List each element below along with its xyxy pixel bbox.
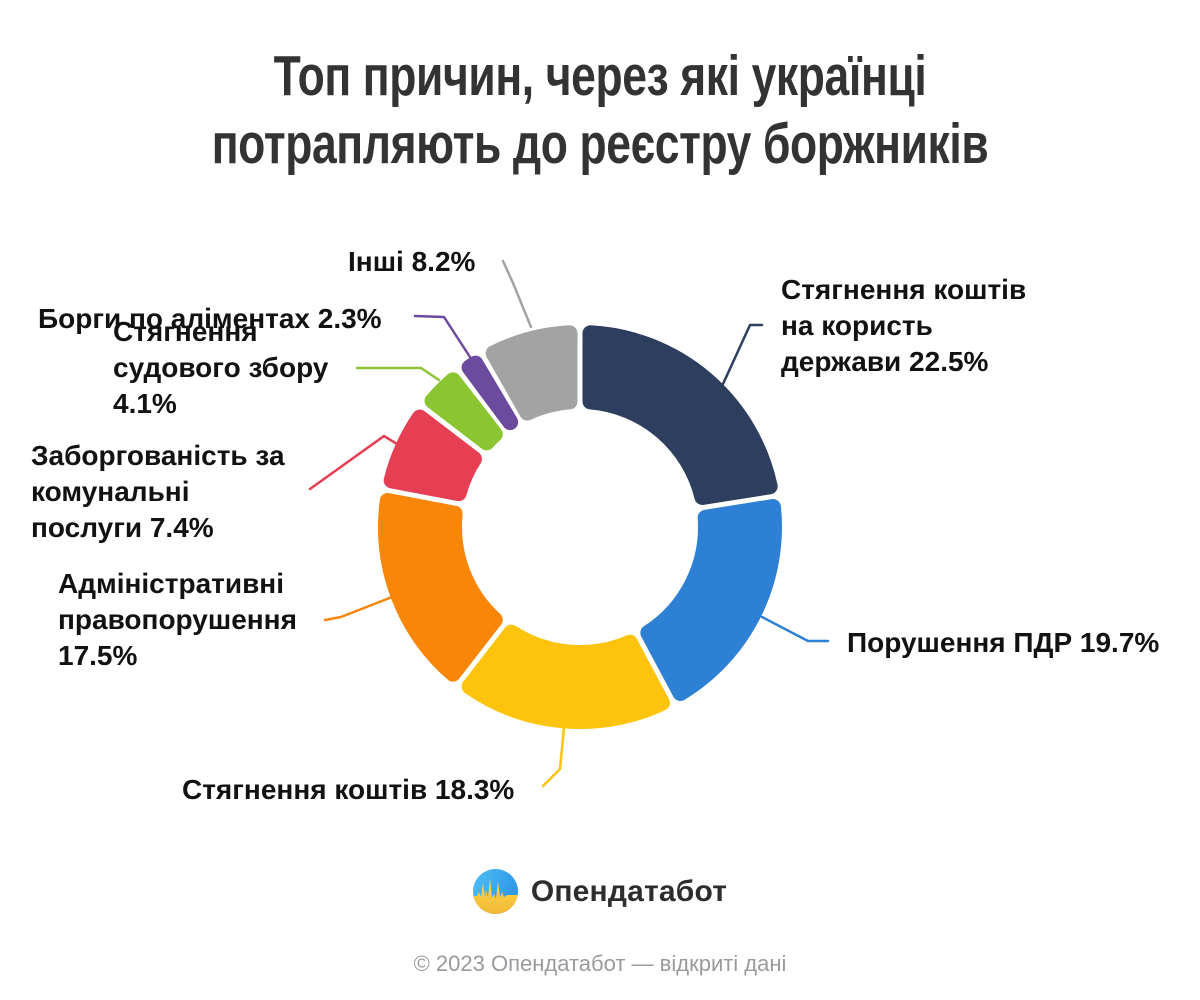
opendatabot-wordmark: Опендатабот: [530, 874, 728, 908]
callout-other: Інші 8.2%: [348, 244, 475, 280]
callout-court-fee-line: судового збору: [113, 352, 329, 383]
segment-other: [485, 325, 578, 421]
callout-admin: Адміністративні правопорушення 17.5%: [58, 566, 297, 674]
callout-admin-line: правопорушення: [58, 604, 297, 635]
callout-state: Стягнення коштів на користь держави 22.5%: [781, 272, 1026, 380]
leader-admin: [323, 595, 394, 622]
callout-state-line: на користь: [781, 310, 933, 341]
leader-state: [721, 323, 764, 386]
callout-alimony-line: Борги по аліментах 2.3%: [38, 303, 382, 334]
callout-court-fee-line: 4.1%: [113, 388, 177, 419]
leader-utilities: [308, 434, 399, 491]
callout-pdr: Порушення ПДР 19.7%: [847, 625, 1159, 661]
leader-lines: [308, 259, 830, 788]
segment-alimony: [461, 355, 519, 431]
leader-court-fee: [355, 366, 441, 382]
callout-utilities-line: комунальні: [31, 476, 190, 507]
callout-state-line: Стягнення коштів: [781, 274, 1027, 305]
callout-admin-line: Адміністративні: [58, 568, 284, 599]
callout-other-line: Інші 8.2%: [348, 246, 476, 277]
segment-pdr: [640, 499, 782, 701]
page-title: Топ причин, через які українці потрапляю…: [132, 42, 1068, 178]
footer-copyright: © 2023 Опендатабот — відкриті дані: [413, 951, 787, 976]
callout-funds-line: Стягнення коштів 18.3%: [182, 774, 515, 805]
callout-utilities: Заборгованість за комунальні послуги 7.4%: [31, 438, 285, 546]
logo: Опендатабот: [0, 869, 1200, 914]
callout-court-fee-line: Стягнення: [113, 316, 258, 347]
segment-admin: [378, 493, 503, 682]
callout-utilities-line: Заборгованість за: [31, 440, 285, 471]
segment-state: [582, 325, 778, 505]
callout-court-fee: Стягнення судового збору 4.1%: [113, 314, 328, 422]
leader-funds: [541, 725, 566, 788]
donut-segments: [378, 325, 782, 729]
callout-alimony: Борги по аліментах 2.3%: [38, 301, 382, 337]
callout-utilities-line: послуги 7.4%: [31, 512, 214, 543]
callout-pdr-line: Порушення ПДР 19.7%: [847, 627, 1160, 658]
segment-funds: [461, 624, 670, 729]
page-title-line2: потрапляють до реєстру боржників: [211, 112, 989, 176]
leader-alimony: [413, 314, 472, 359]
callout-admin-line: 17.5%: [58, 640, 138, 671]
page-title-line1: Топ причин, через які українці: [273, 44, 927, 108]
segment-utilities: [383, 409, 482, 502]
callout-funds: Стягнення коштів 18.3%: [182, 772, 514, 808]
callout-state-line: держави 22.5%: [781, 346, 989, 377]
leader-other: [501, 259, 533, 329]
leader-pdr: [760, 615, 830, 643]
segment-court-fee: [424, 372, 503, 451]
opendatabot-icon: [472, 869, 518, 914]
